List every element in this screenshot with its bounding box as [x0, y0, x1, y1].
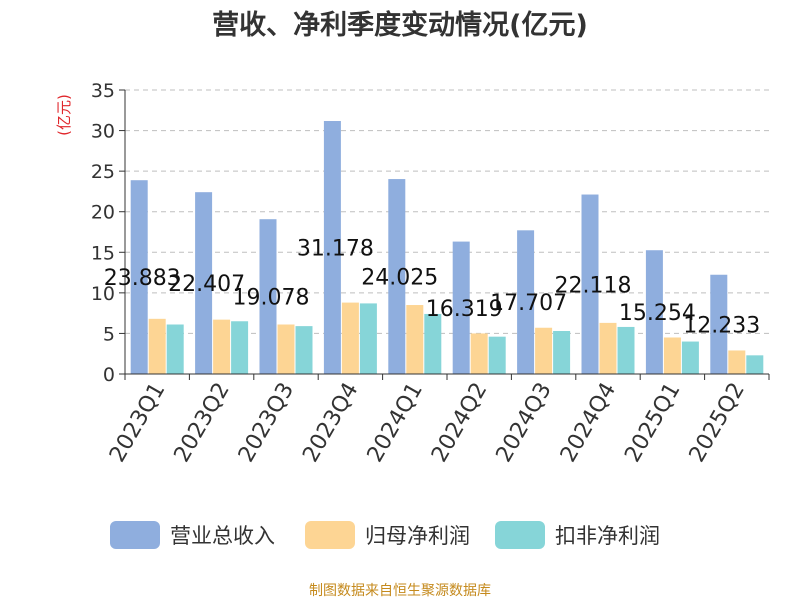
y-tick-label: 20 [91, 202, 115, 224]
bar-series-1 [130, 180, 148, 374]
bar-series-1 [195, 192, 213, 374]
x-tick-label: 2024Q4 [556, 379, 621, 467]
y-tick-label: 15 [91, 242, 115, 264]
x-tick-label: 2024Q2 [427, 379, 492, 467]
data-label: 22.407 [168, 272, 245, 297]
x-tick-label: 2025Q1 [620, 379, 685, 467]
data-label: 31.178 [297, 237, 374, 262]
bar-series-1 [323, 121, 341, 374]
chart-title: 营收、净利季度变动情况(亿元) [212, 9, 588, 41]
bar-series-3 [295, 326, 313, 374]
bar-series-3 [359, 303, 377, 374]
bar-series-1 [388, 179, 406, 374]
bar-series-2 [213, 319, 231, 374]
legend-item-3[interactable]: 扣非净利润 [495, 521, 660, 549]
legend-swatch [110, 521, 160, 549]
y-tick-label: 25 [91, 161, 115, 183]
legend-item-2[interactable]: 归母净利润 [305, 521, 470, 549]
data-label: 15.254 [619, 301, 696, 326]
bar-series-3 [166, 324, 184, 374]
legend-label: 归母净利润 [365, 524, 470, 548]
bar-series-1 [259, 219, 277, 374]
bar-series-1 [645, 250, 663, 374]
data-label: 19.078 [233, 286, 310, 311]
legend-label: 扣非净利润 [555, 524, 660, 548]
bar-series-1 [710, 274, 728, 374]
bars [130, 121, 764, 374]
y-tick-label: 0 [103, 364, 115, 386]
x-tick-label: 2024Q3 [491, 379, 556, 467]
y-tick-label: 10 [91, 283, 115, 305]
bar-series-3 [681, 341, 699, 374]
bar-series-2 [277, 324, 295, 374]
y-tick-label: 35 [91, 80, 115, 102]
y-axis-unit-label: (亿元) [55, 94, 73, 136]
data-label: 12.233 [683, 313, 760, 338]
data-label: 16.319 [426, 297, 503, 322]
x-tick-label: 2023Q2 [169, 379, 234, 467]
x-tick-label: 2023Q1 [105, 379, 170, 467]
data-label: 23.883 [104, 266, 181, 291]
bar-series-1 [581, 194, 599, 374]
legend-swatch [305, 521, 355, 549]
bar-series-2 [148, 318, 166, 374]
data-label: 22.118 [555, 273, 632, 298]
x-tick-label: 2023Q4 [298, 379, 363, 467]
source-note: 制图数据来自恒生聚源数据库 [309, 583, 491, 599]
x-tick-label: 2023Q3 [234, 379, 299, 467]
bar-series-2 [470, 333, 488, 374]
bar-series-3 [231, 321, 249, 374]
bar-series-3 [553, 330, 571, 374]
bar-series-3 [617, 326, 635, 374]
data-label: 17.707 [490, 291, 567, 316]
data-label: 24.025 [361, 266, 438, 291]
bar-series-2 [663, 337, 681, 374]
legend[interactable]: 营业总收入 归母净利润 扣非净利润 [110, 521, 660, 549]
bar-series-2 [728, 350, 746, 374]
x-tick-label: 2024Q1 [363, 379, 428, 467]
legend-item-1[interactable]: 营业总收入 [110, 521, 275, 549]
bar-series-3 [424, 313, 442, 374]
legend-label: 营业总收入 [170, 524, 275, 548]
bar-series-2 [406, 305, 424, 374]
bar-series-2 [535, 327, 553, 374]
bar-series-2 [599, 322, 617, 374]
x-tick-label: 2025Q2 [685, 379, 750, 467]
y-tick-label: 30 [91, 121, 115, 143]
y-tick-label: 5 [103, 323, 115, 345]
legend-swatch [495, 521, 545, 549]
bar-series-1 [452, 241, 470, 374]
bar-series-3 [746, 355, 764, 374]
bar-series-2 [341, 302, 359, 374]
bar-series-3 [488, 336, 506, 374]
bar-series-1 [517, 230, 535, 374]
